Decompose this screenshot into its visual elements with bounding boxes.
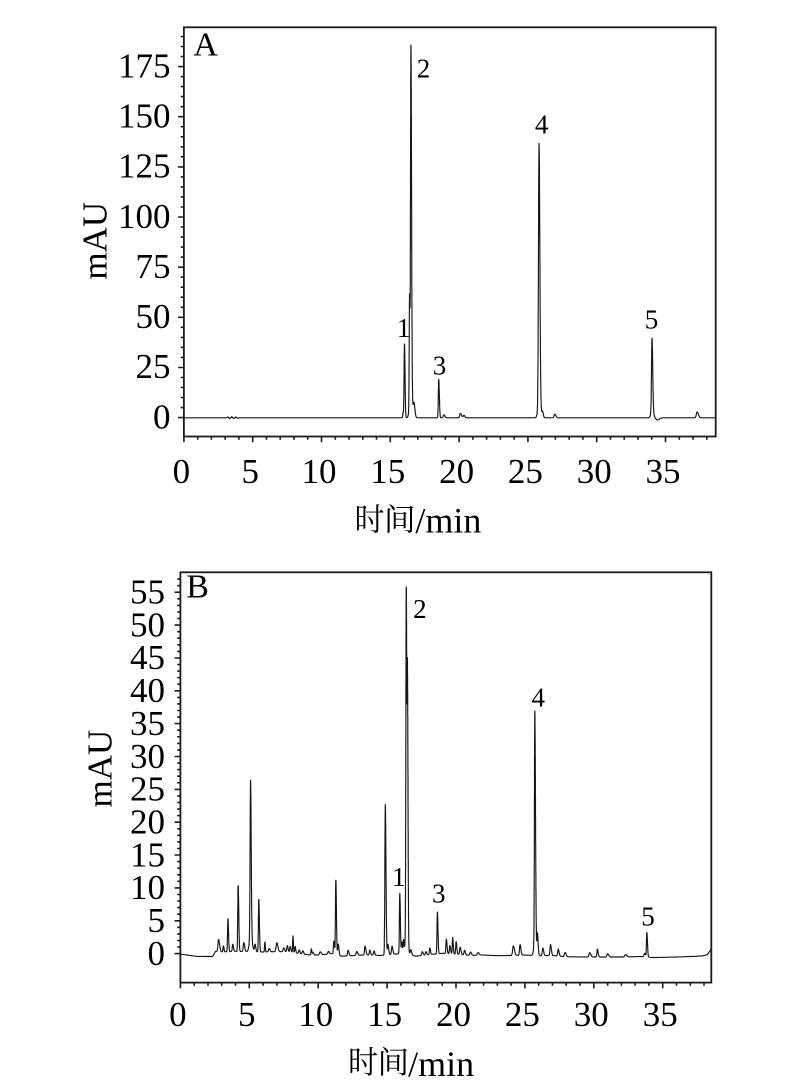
svg-text:100: 100 [118, 197, 171, 236]
svg-text:35: 35 [130, 704, 165, 743]
svg-text:150: 150 [118, 97, 171, 136]
svg-text:10: 10 [130, 868, 165, 907]
svg-text:15: 15 [367, 995, 402, 1034]
svg-text:10: 10 [302, 452, 337, 491]
svg-text:35: 35 [646, 452, 681, 491]
svg-text:20: 20 [439, 452, 474, 491]
svg-text:2: 2 [413, 594, 427, 624]
svg-text:15: 15 [130, 835, 165, 874]
svg-text:B: B [186, 569, 209, 606]
svg-text:25: 25 [130, 770, 165, 809]
svg-text:5: 5 [645, 304, 659, 334]
svg-text:75: 75 [136, 247, 171, 286]
svg-text:1: 1 [397, 313, 411, 343]
svg-text:25: 25 [136, 347, 171, 386]
svg-text:0: 0 [173, 452, 191, 491]
svg-text:25: 25 [508, 452, 543, 491]
svg-text:50: 50 [130, 605, 165, 644]
svg-text:40: 40 [130, 671, 165, 710]
svg-text:15: 15 [370, 452, 405, 491]
svg-text:5: 5 [241, 452, 259, 491]
svg-text:55: 55 [130, 573, 165, 612]
svg-text:35: 35 [643, 995, 678, 1034]
svg-text:0: 0 [169, 995, 187, 1034]
svg-text:3: 3 [432, 879, 446, 909]
svg-text:5: 5 [641, 902, 655, 932]
svg-text:10: 10 [298, 995, 333, 1034]
svg-text:50: 50 [136, 297, 171, 336]
svg-text:4: 4 [532, 682, 546, 712]
svg-text:/min: /min [415, 501, 481, 541]
svg-text:5: 5 [148, 901, 166, 940]
svg-text:45: 45 [130, 638, 165, 677]
svg-text:1: 1 [392, 862, 406, 892]
svg-text:25: 25 [505, 995, 540, 1034]
svg-text:A: A [193, 27, 218, 64]
svg-text:mAU: mAU [76, 202, 115, 280]
svg-text:30: 30 [574, 995, 609, 1034]
svg-text:175: 175 [118, 46, 171, 85]
svg-text:20: 20 [436, 995, 471, 1034]
svg-text:2: 2 [417, 54, 431, 84]
svg-text:mAU: mAU [81, 730, 120, 808]
svg-text:20: 20 [130, 803, 165, 842]
svg-text:30: 30 [130, 737, 165, 776]
svg-text:4: 4 [535, 110, 549, 140]
svg-text:/min: /min [408, 1044, 474, 1084]
svg-text:0: 0 [153, 397, 171, 436]
svg-text:30: 30 [577, 452, 612, 491]
svg-text:5: 5 [238, 995, 256, 1034]
svg-text:0: 0 [148, 934, 166, 973]
svg-text:125: 125 [118, 147, 171, 186]
svg-text:3: 3 [433, 351, 447, 381]
